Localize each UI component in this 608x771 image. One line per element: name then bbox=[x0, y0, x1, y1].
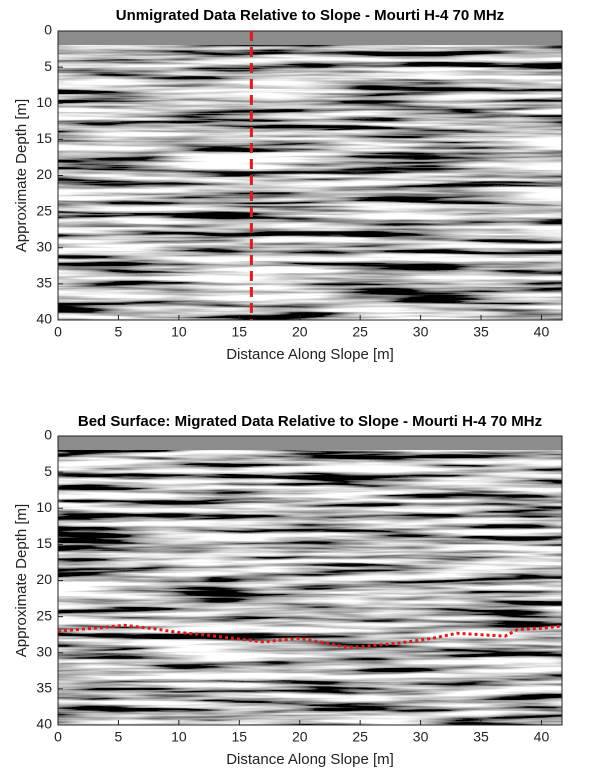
radargram-image bbox=[58, 31, 562, 320]
y-tick-label: 25 bbox=[36, 202, 52, 218]
x-tick-label: 30 bbox=[413, 324, 429, 340]
x-axis-label: Distance Along Slope [m] bbox=[226, 346, 394, 363]
y-axis-label: Approximate Depth [m] bbox=[13, 99, 30, 252]
y-tick-label: 10 bbox=[36, 499, 52, 515]
air-band bbox=[58, 31, 562, 45]
x-tick-label: 40 bbox=[534, 729, 550, 745]
x-tick-label: 10 bbox=[171, 729, 187, 745]
y-tick-label: 30 bbox=[36, 643, 52, 659]
y-tick-label: 15 bbox=[36, 130, 52, 146]
x-tick-label: 5 bbox=[115, 729, 123, 745]
x-tick-label: 30 bbox=[413, 729, 429, 745]
y-tick-label: 40 bbox=[36, 716, 52, 732]
y-tick-label: 35 bbox=[36, 275, 52, 291]
y-axis-label: Approximate Depth [m] bbox=[13, 504, 30, 657]
x-tick-label: 15 bbox=[232, 729, 248, 745]
y-tick-label: 30 bbox=[36, 238, 52, 254]
y-tick-label: 0 bbox=[44, 427, 52, 443]
chart-title: Unmigrated Data Relative to Slope - Mour… bbox=[116, 7, 504, 24]
x-tick-label: 25 bbox=[352, 324, 368, 340]
x-tick-label: 0 bbox=[54, 324, 62, 340]
x-tick-label: 5 bbox=[115, 324, 123, 340]
y-tick-label: 25 bbox=[36, 607, 52, 623]
x-tick-label: 15 bbox=[232, 324, 248, 340]
y-tick-label: 0 bbox=[44, 22, 52, 38]
chart-title: Bed Surface: Migrated Data Relative to S… bbox=[78, 413, 542, 430]
x-tick-label: 40 bbox=[534, 324, 550, 340]
x-tick-label: 20 bbox=[292, 729, 308, 745]
air-band bbox=[58, 436, 562, 450]
x-tick-label: 20 bbox=[292, 324, 308, 340]
x-tick-label: 35 bbox=[473, 729, 489, 745]
y-tick-label: 5 bbox=[44, 58, 52, 74]
x-tick-label: 25 bbox=[352, 729, 368, 745]
y-tick-label: 20 bbox=[36, 571, 52, 587]
x-tick-label: 0 bbox=[54, 729, 62, 745]
y-tick-label: 5 bbox=[44, 463, 52, 479]
y-tick-label: 10 bbox=[36, 94, 52, 110]
y-tick-label: 20 bbox=[36, 166, 52, 182]
radargram-image bbox=[58, 436, 562, 725]
y-tick-label: 15 bbox=[36, 535, 52, 551]
bed-surface-line bbox=[57, 623, 563, 650]
x-tick-label: 35 bbox=[473, 324, 489, 340]
y-tick-label: 40 bbox=[36, 311, 52, 327]
x-tick-label: 10 bbox=[171, 324, 187, 340]
y-tick-label: 35 bbox=[36, 680, 52, 696]
x-axis-label: Distance Along Slope [m] bbox=[226, 751, 394, 768]
